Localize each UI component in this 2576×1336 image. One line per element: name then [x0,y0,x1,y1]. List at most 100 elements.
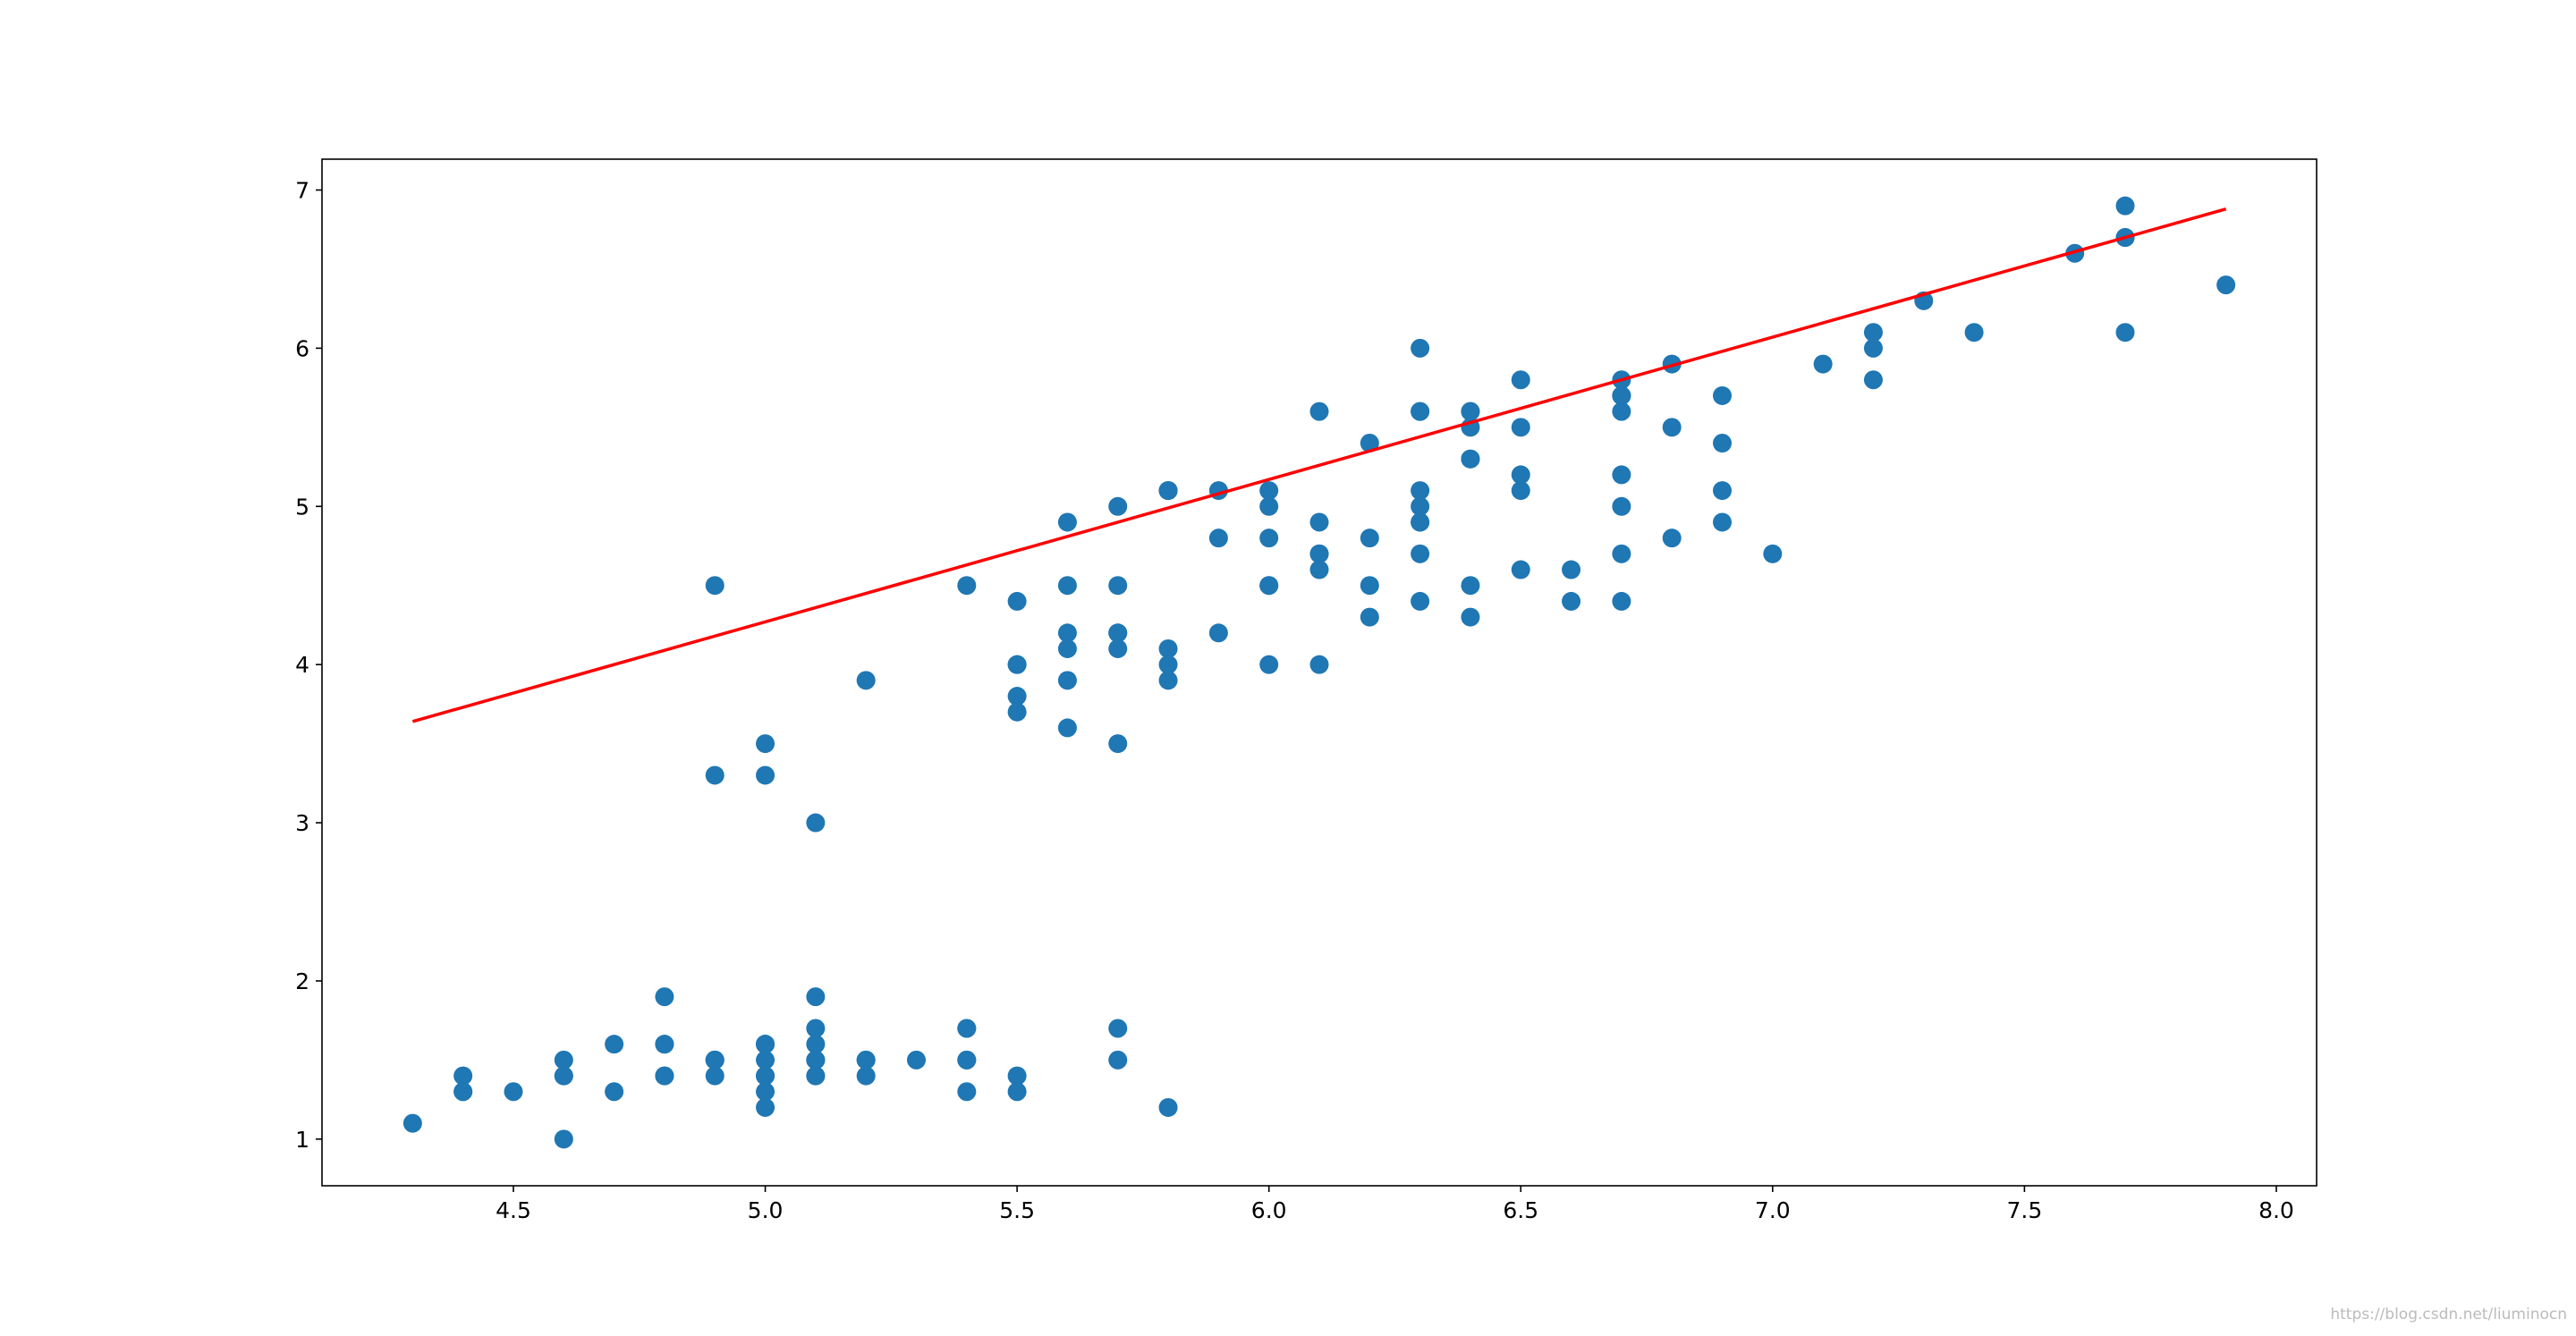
point [856,1050,876,1070]
point [1158,671,1178,690]
x-tick-label: 6.5 [1503,1197,1538,1223]
point [1612,544,1631,563]
point [1511,465,1530,485]
point [756,1082,775,1102]
point [1158,1097,1178,1117]
point [1411,338,1430,358]
point [1562,560,1581,579]
point [1411,402,1430,421]
x-tick-label: 4.5 [496,1197,531,1223]
point [1461,449,1480,469]
point [1057,671,1077,690]
point [1108,734,1128,754]
point [957,1050,977,1070]
point [806,1035,826,1054]
point [1108,1050,1128,1070]
point [1007,687,1027,706]
point [605,1035,624,1054]
point [1057,623,1077,643]
point [1108,1019,1128,1038]
point [1007,591,1027,611]
y-tick-label: 2 [295,968,309,994]
point [1360,528,1379,548]
point [1259,496,1279,516]
point [1360,434,1379,453]
point [1461,402,1480,421]
point [1612,591,1631,611]
point [1411,496,1430,516]
point [2115,323,2135,342]
point [554,1066,573,1086]
point [1511,370,1530,390]
point [1309,512,1329,532]
point [1057,638,1077,658]
point [1309,655,1329,674]
point [1259,481,1279,501]
point [856,671,876,690]
y-tick-label: 3 [295,810,309,836]
point [1208,528,1228,548]
point [2216,275,2236,295]
point [806,1050,826,1070]
x-tick-label: 8.0 [2258,1197,2294,1223]
point [957,1019,977,1038]
point [1863,323,1883,342]
x-tick-label: 5.5 [999,1197,1035,1223]
point [2115,196,2135,216]
y-tick-label: 1 [295,1127,309,1153]
point [1461,607,1480,627]
point [1158,655,1178,674]
point [554,1129,573,1149]
point [756,1035,775,1054]
point [1259,528,1279,548]
watermark: https://blog.csdn.net/liuminocn [2330,1306,2567,1323]
point [1108,638,1128,658]
point [806,1019,826,1038]
point [705,765,724,785]
point [705,576,724,596]
point [1511,418,1530,437]
point [1511,481,1530,501]
point [1562,591,1581,611]
point [705,1050,724,1070]
point [756,765,775,785]
point [1612,496,1631,516]
point [1612,465,1631,485]
point [756,1097,775,1117]
point [806,987,826,1007]
point [806,1066,826,1086]
point [1360,576,1379,596]
point [1057,512,1077,532]
point [1309,544,1329,563]
point [1108,496,1128,516]
point [1713,434,1733,453]
point [655,987,674,1007]
y-tick-label: 6 [295,335,309,361]
y-tick-label: 4 [295,652,309,678]
point [705,1066,724,1086]
y-tick-label: 5 [295,494,309,520]
point [806,813,826,833]
x-tick-label: 6.0 [1251,1197,1287,1223]
point [1309,560,1329,579]
point [1612,402,1631,421]
y-tick-label: 7 [295,177,309,203]
point [1108,576,1128,596]
point [1259,655,1279,674]
point [856,1066,876,1086]
point [402,1113,422,1133]
point [1360,607,1379,627]
point [655,1066,674,1086]
point [1007,1066,1027,1086]
point [1964,323,1984,342]
point [453,1066,473,1086]
point [756,734,775,754]
point [1863,370,1883,390]
point [957,1082,977,1102]
point [1411,544,1430,563]
point [1612,385,1631,405]
point [756,1066,775,1086]
point [1411,512,1430,532]
x-tick-label: 5.0 [748,1197,784,1223]
